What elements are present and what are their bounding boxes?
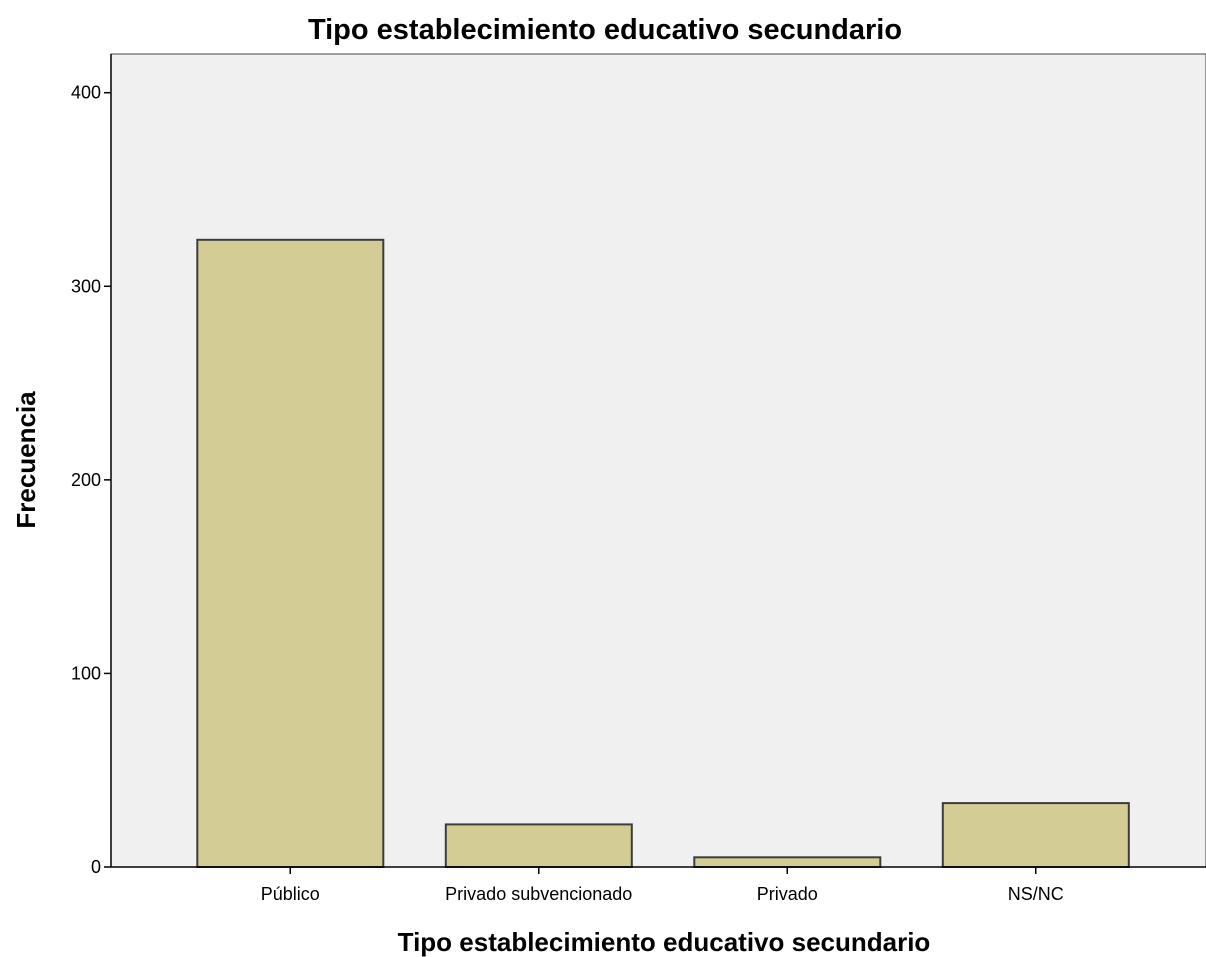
x-axis-title: Tipo establecimiento educativo secundari… — [398, 927, 931, 957]
y-axis-title: Frecuencia — [11, 391, 41, 529]
bar — [941, 802, 1130, 868]
x-tick-label: Privado — [757, 884, 818, 904]
x-tick-label: NS/NC — [1008, 884, 1064, 904]
y-tick-label: 400 — [71, 83, 101, 103]
x-tick-label: Público — [261, 884, 320, 904]
y-tick-label: 200 — [71, 470, 101, 490]
y-ticks-layer: 0 100 200 300 400 — [71, 83, 111, 877]
bar — [693, 856, 882, 868]
y-tick-label: 100 — [71, 663, 101, 683]
x-ticks-layer: Público Privado subvencionado Privado NS/NC — [261, 867, 1064, 904]
bar — [444, 823, 633, 869]
axes-layer — [110, 54, 1206, 868]
bar — [196, 238, 385, 869]
chart-title: Tipo establecimiento educativo secundari… — [308, 14, 902, 46]
x-tick-label: Privado subvencionado — [445, 884, 632, 904]
y-tick-label: 300 — [71, 276, 101, 296]
y-tick-label: 0 — [91, 857, 101, 877]
